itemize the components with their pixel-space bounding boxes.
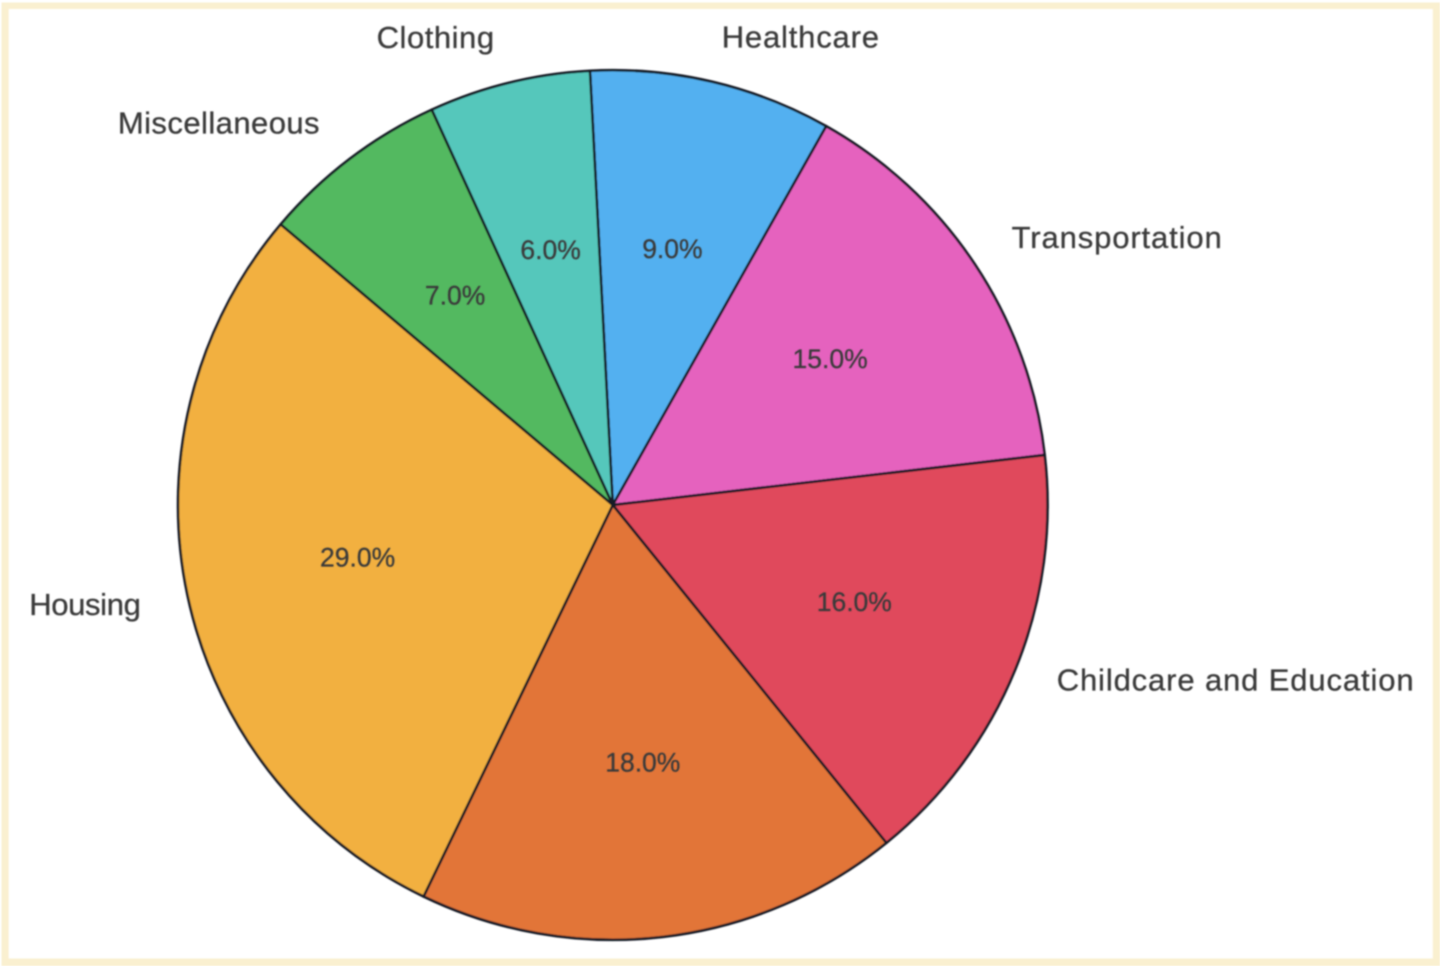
svg-text:Transportation: Transportation xyxy=(1012,220,1223,255)
svg-text:15.0%: 15.0% xyxy=(793,344,868,374)
svg-text:9.0%: 9.0% xyxy=(642,234,702,264)
svg-text:29.0%: 29.0% xyxy=(320,542,395,572)
svg-text:Miscellaneous: Miscellaneous xyxy=(118,105,320,140)
svg-text:16.0%: 16.0% xyxy=(817,587,892,617)
svg-text:Childcare and Education: Childcare and Education xyxy=(1057,663,1415,698)
svg-text:Housing: Housing xyxy=(29,587,140,622)
svg-text:7.0%: 7.0% xyxy=(425,280,485,310)
svg-text:Clothing: Clothing xyxy=(377,20,495,55)
svg-text:Healthcare: Healthcare xyxy=(722,20,880,55)
svg-text:18.0%: 18.0% xyxy=(605,747,680,777)
svg-text:6.0%: 6.0% xyxy=(520,235,580,265)
